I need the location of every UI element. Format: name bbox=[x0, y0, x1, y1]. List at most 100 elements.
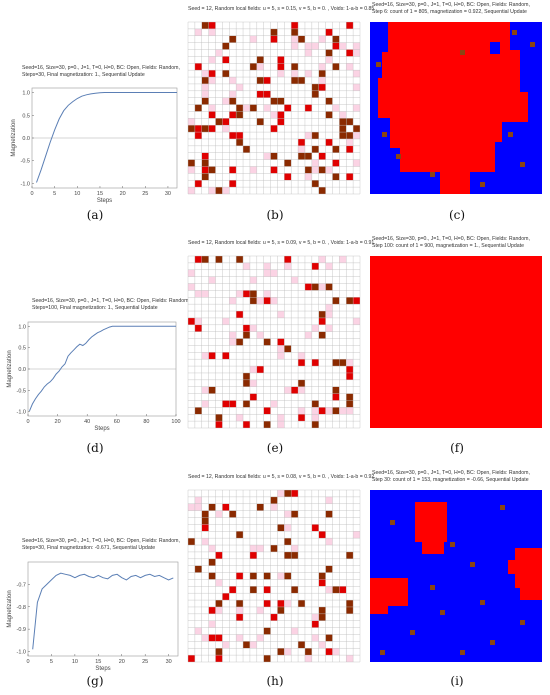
field-cell-brown bbox=[263, 421, 271, 428]
field-cell-red bbox=[277, 338, 285, 346]
field-cell-pink bbox=[236, 414, 244, 422]
panel-a-title: Seed=16, Size=30, p=0., J=1, T=0, H=0, B… bbox=[22, 65, 180, 78]
field-cell-red bbox=[208, 606, 216, 614]
field-cell-brown bbox=[201, 77, 209, 84]
field-cell-brown bbox=[188, 538, 195, 546]
field-cell-pink bbox=[277, 352, 285, 360]
field-cell-brown bbox=[318, 572, 326, 580]
field-cell-brown bbox=[256, 56, 264, 64]
field-cell-pink bbox=[325, 324, 333, 332]
field-cell-brown bbox=[318, 70, 326, 78]
caption-c: (c) bbox=[448, 208, 466, 222]
spin-configuration-f bbox=[370, 256, 542, 428]
field-cell-red bbox=[229, 166, 237, 174]
x-tick-label: 100 bbox=[171, 419, 180, 425]
field-cell-brown bbox=[243, 400, 250, 408]
field-cell-red bbox=[298, 414, 305, 422]
field-cell-brown bbox=[284, 538, 292, 546]
spin-up-region bbox=[370, 256, 542, 428]
field-cell-brown bbox=[249, 290, 257, 298]
field-cell-brown bbox=[284, 551, 292, 559]
field-cell-pink bbox=[311, 414, 319, 422]
x-tick-label: 25 bbox=[142, 659, 148, 665]
magnetization-series-line bbox=[36, 92, 177, 183]
panel-h-title: Seed = 12, Random local fields: u = 5, s… bbox=[188, 474, 375, 480]
field-cell-pink bbox=[318, 641, 326, 649]
spin-down-domain bbox=[370, 118, 390, 148]
field-cell-brown bbox=[298, 600, 305, 607]
field-cell-brown bbox=[332, 173, 340, 181]
field-site bbox=[396, 154, 401, 159]
field-cell-red bbox=[201, 524, 209, 532]
field-cell-red bbox=[318, 83, 326, 91]
field-cell-brown bbox=[194, 407, 202, 415]
field-cell-brown bbox=[222, 70, 230, 78]
field-site bbox=[480, 182, 485, 187]
field-cell-brown bbox=[318, 613, 326, 621]
field-cell-red bbox=[311, 262, 319, 270]
plot-frame bbox=[27, 561, 179, 657]
field-cell-pink bbox=[325, 262, 333, 270]
field-cell-pink bbox=[201, 386, 209, 394]
field-cell-brown bbox=[201, 22, 209, 29]
field-cell-pink bbox=[215, 49, 223, 57]
panel-d-title: Seed=16, Size=30, p=0., J=1, T=0, H=0, B… bbox=[32, 298, 190, 311]
field-cell-pink bbox=[194, 496, 202, 504]
field-cell-red bbox=[222, 400, 230, 408]
field-cell-red bbox=[243, 290, 250, 298]
field-cell-red bbox=[332, 159, 340, 167]
field-cell-red bbox=[229, 586, 237, 594]
x-axis-label: Steps bbox=[95, 666, 110, 672]
field-cell-brown bbox=[298, 379, 305, 387]
field-cell-pink bbox=[208, 77, 216, 84]
field-cell-brown bbox=[339, 118, 347, 126]
field-cell-brown bbox=[208, 166, 216, 174]
field-cell-red bbox=[270, 613, 278, 621]
field-cell-brown bbox=[346, 118, 354, 126]
field-cell-brown bbox=[346, 551, 354, 559]
field-cell-brown bbox=[298, 77, 305, 84]
field-cell-red bbox=[339, 586, 347, 594]
field-cell-red bbox=[270, 35, 278, 43]
field-cell-pink bbox=[263, 290, 271, 298]
field-cell-pink bbox=[325, 304, 333, 312]
field-cell-brown bbox=[222, 42, 230, 50]
field-cell-pink bbox=[353, 70, 360, 78]
field-cell-red bbox=[229, 111, 237, 119]
field-cell-brown bbox=[291, 551, 299, 559]
field-cell-brown bbox=[270, 97, 278, 105]
field-cell-brown bbox=[339, 132, 347, 139]
field-cell-pink bbox=[215, 510, 223, 518]
field-cell-red bbox=[311, 524, 319, 532]
field-cell-pink bbox=[270, 503, 278, 511]
field-cell-brown bbox=[311, 180, 319, 188]
field-cell-pink bbox=[208, 104, 216, 112]
field-cell-pink bbox=[236, 634, 244, 642]
y-tick-label: -1.0 bbox=[21, 181, 30, 187]
y-axis-label: Magnetization bbox=[11, 119, 17, 156]
field-cell-pink bbox=[277, 414, 285, 422]
field-site bbox=[390, 520, 395, 525]
field-cell-brown bbox=[325, 97, 333, 105]
field-cell-red bbox=[277, 600, 285, 607]
field-cell-brown bbox=[215, 414, 223, 422]
field-cell-brown bbox=[318, 166, 326, 174]
lattice-grid-b bbox=[187, 21, 361, 195]
spin-configuration-i bbox=[370, 490, 542, 662]
field-site bbox=[376, 62, 381, 67]
field-cell-brown bbox=[311, 90, 319, 98]
field-cell-pink bbox=[201, 70, 209, 78]
field-cell-red bbox=[249, 551, 257, 559]
field-cell-pink bbox=[215, 579, 223, 587]
field-cell-brown bbox=[236, 600, 244, 607]
x-tick-label: 30 bbox=[166, 659, 172, 665]
field-cell-pink bbox=[325, 166, 333, 174]
field-cell-brown bbox=[291, 77, 299, 84]
field-cell-red bbox=[270, 125, 278, 133]
field-cell-red bbox=[346, 366, 354, 373]
x-tick-label: 0 bbox=[30, 191, 33, 197]
x-tick-label: 25 bbox=[142, 191, 148, 197]
x-tick-label: 40 bbox=[84, 419, 90, 425]
field-cell-pink bbox=[236, 606, 244, 614]
spin-up-domain bbox=[508, 560, 518, 574]
